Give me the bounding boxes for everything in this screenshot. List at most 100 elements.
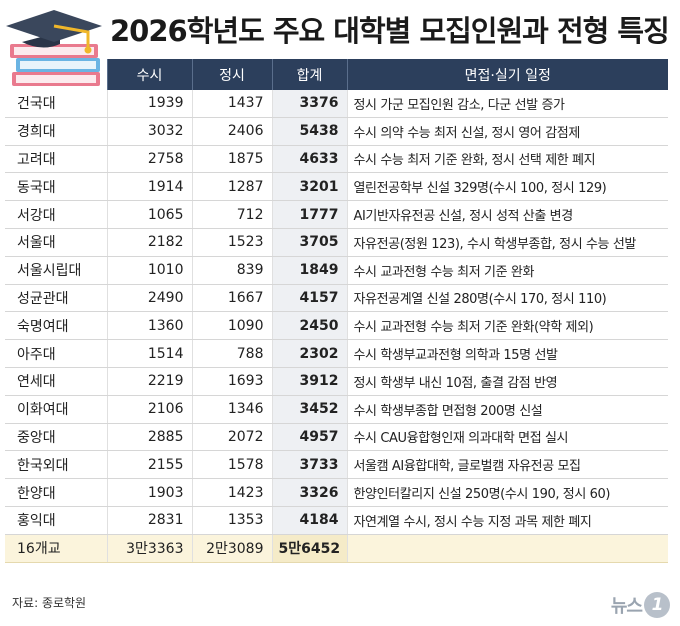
jeongsi-cell: 1875 [191,145,272,174]
total-cell: 3452 [271,395,347,424]
university-cell: 경희대 [5,117,107,146]
jeongsi-cell: 1693 [191,367,272,396]
table-row: 이화여대 2106 1346 3452 수시 학생부종합 면접형 200명 신설 [5,395,668,424]
total-cell: 3733 [271,450,347,480]
university-cell: 한국외대 [5,450,107,480]
susi-cell: 2155 [106,450,192,480]
note-cell: 자유전공계열 신설 280명(수시 170, 정시 110) [346,284,668,313]
total-cell: 3705 [271,228,347,257]
susi-cell: 3032 [106,117,192,146]
note-cell: 수시 수능 최저 기준 완화, 정시 선택 제한 폐지 [346,145,668,174]
jeongsi-cell: 1667 [191,284,272,313]
note-cell: 열린전공학부 신설 329명(수시 100, 정시 129) [346,172,668,202]
total-cell: 1849 [271,256,347,285]
note-cell [346,534,668,563]
total-cell: 2450 [271,311,347,341]
susi-cell: 1903 [106,478,192,507]
university-cell: 중앙대 [5,423,107,452]
susi-cell: 2758 [106,145,192,174]
jeongsi-cell: 2406 [191,117,272,146]
university-cell: 성균관대 [5,284,107,313]
university-cell: 아주대 [5,339,107,368]
table-row: 서울대 2182 1523 3705 자유전공(정원 123), 수시 학생부종합, 정… [5,228,668,257]
total-cell: 1777 [271,200,347,229]
jeongsi-cell: 712 [191,200,272,229]
jeongsi-cell: 839 [191,256,272,285]
graduation-cap-books-icon [6,10,102,86]
jeongsi-cell: 788 [191,339,272,368]
total-cell: 3376 [271,90,347,118]
table-row: 한양대 1903 1423 3326 한양인터칼리지 신설 250명(수시 190, 정… [5,478,668,507]
table-row: 건국대 1939 1437 3376 정시 가군 모집인원 감소, 다군 선발 증가 [5,90,668,118]
note-cell: 수시 교과전형 수능 최저 기준 완화(약학 제외) [346,311,668,341]
susi-cell: 1360 [106,311,192,341]
jeongsi-cell: 1578 [191,450,272,480]
note-cell: 수시 학생부종합 면접형 200명 신설 [346,395,668,424]
susi-cell: 1010 [106,256,192,285]
total-cell: 4184 [271,506,347,535]
news1-logo: 뉴스 1 [611,590,670,620]
jeongsi-cell: 2072 [191,423,272,452]
susi-cell: 2490 [106,284,192,313]
source-note: 자료: 종로학원 [12,596,87,610]
table-row: 중앙대 2885 2072 4957 수시 CAU융합형인재 의과대학 면접 실시 [5,423,668,452]
table-header-row: 수시 정시 합계 면접·실기 일정 [5,59,668,90]
university-cell: 한양대 [5,478,107,507]
total-cell: 5438 [271,117,347,146]
header-total: 합계 [271,59,347,90]
note-cell: 정시 학생부 내신 10점, 출결 감점 반영 [346,367,668,396]
note-cell: 서울캠 AI융합대학, 글로벌캠 자유전공 모집 [346,450,668,480]
susi-cell: 2831 [106,506,192,535]
susi-cell: 2182 [106,228,192,257]
total-cell: 4157 [271,284,347,313]
university-cell: 이화여대 [5,395,107,424]
susi-cell: 1914 [106,172,192,202]
note-cell: 수시 교과전형 수능 최저 기준 완화 [346,256,668,285]
page-title: 2026학년도 주요 대학별 모집인원과 전형 특징 [110,14,670,48]
university-cell: 건국대 [5,90,107,118]
jeongsi-cell: 1523 [191,228,272,257]
total-cell: 3326 [271,478,347,507]
header-susi: 수시 [106,59,192,90]
note-cell: 자유전공(정원 123), 수시 학생부종합, 정시 수능 선발 [346,228,668,257]
note-cell: 정시 가군 모집인원 감소, 다군 선발 증가 [346,90,668,118]
university-cell: 서울시립대 [5,256,107,285]
susi-cell: 2885 [106,423,192,452]
susi-cell: 1065 [106,200,192,229]
header-blank [5,59,107,90]
header-jeongsi: 정시 [191,59,272,90]
university-cell: 연세대 [5,367,107,396]
jeongsi-cell: 1353 [191,506,272,535]
university-cell: 서울대 [5,228,107,257]
university-cell: 고려대 [5,145,107,174]
admissions-table: 수시 정시 합계 면접·실기 일정 건국대 1939 1437 3376 정시 가군 모… [5,59,668,563]
university-cell: 숙명여대 [5,311,107,341]
table-row: 성균관대 2490 1667 4157 자유전공계열 신설 280명(수시 170, 정… [5,284,668,313]
total-cell: 4633 [271,145,347,174]
susi-cell: 1514 [106,339,192,368]
university-cell: 홍익대 [5,506,107,535]
brand-badge: 1 [644,592,670,618]
jeongsi-cell: 2만3089 [191,534,272,563]
total-row: 16개교 3만3363 2만3089 5만6452 [5,534,668,563]
table-row: 경희대 3032 2406 5438 수시 의약 수능 최저 신설, 정시 영어 감점제 [5,117,668,146]
total-cell: 5만6452 [271,534,347,563]
note-cell: 자연계열 수시, 정시 수능 지정 과목 제한 폐지 [346,506,668,535]
total-cell: 3201 [271,172,347,202]
jeongsi-cell: 1346 [191,395,272,424]
susi-cell: 1939 [106,90,192,118]
susi-cell: 2106 [106,395,192,424]
note-cell: 한양인터칼리지 신설 250명(수시 190, 정시 60) [346,478,668,507]
total-cell: 4957 [271,423,347,452]
table-row: 연세대 2219 1693 3912 정시 학생부 내신 10점, 출결 감점 반영 [5,367,668,396]
table-row: 서울시립대 1010 839 1849 수시 교과전형 수능 최저 기준 완화 [5,256,668,285]
jeongsi-cell: 1423 [191,478,272,507]
table-row: 홍익대 2831 1353 4184 자연계열 수시, 정시 수능 지정 과목 제한 폐… [5,506,668,535]
table-row: 한국외대 2155 1578 3733 서울캠 AI융합대학, 글로벌캠 자유전공 모집 [5,450,668,480]
header-note: 면접·실기 일정 [346,59,668,90]
total-cell: 3912 [271,367,347,396]
susi-cell: 3만3363 [106,534,192,563]
university-cell: 동국대 [5,172,107,202]
note-cell: AI기반자유전공 신설, 정시 성적 산출 변경 [346,200,668,229]
brand-text: 뉴스 [610,596,643,617]
